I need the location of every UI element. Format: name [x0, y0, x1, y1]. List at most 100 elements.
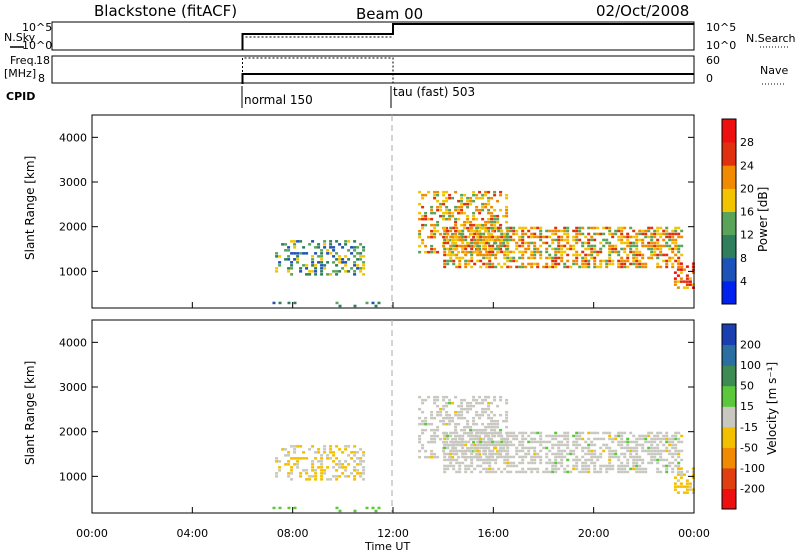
data-cell [479, 443, 483, 447]
data-cell [685, 265, 689, 268]
data-cell [668, 452, 672, 456]
data-cell [572, 229, 576, 233]
data-cell [593, 265, 597, 269]
data-cell [496, 422, 500, 426]
data-cell [463, 202, 467, 206]
data-cell [320, 267, 324, 270]
data-cell [584, 452, 588, 456]
data-cell [449, 461, 453, 465]
data-cell [424, 217, 428, 221]
data-cell [464, 449, 468, 453]
data-cell [487, 190, 491, 194]
data-cell [473, 229, 477, 233]
data-cell [454, 413, 458, 417]
data-cell [461, 455, 465, 459]
nave-line [242, 57, 394, 84]
data-cell [608, 461, 612, 465]
data-cell [421, 193, 425, 197]
data-cell [560, 238, 564, 242]
data-cell [490, 419, 494, 423]
data-cell [673, 476, 677, 479]
data-cell [668, 440, 672, 444]
data-cell [611, 449, 615, 453]
cpid-row: CPID normal 150 tau (fast) 503 [6, 85, 475, 108]
time-x-axis: 00:00 04:00 08:00 12:00 16:00 20:00 00:00 [76, 302, 710, 540]
data-cell [466, 226, 470, 230]
data-cell [499, 190, 503, 194]
data-cell [521, 446, 525, 450]
data-cell [587, 238, 591, 242]
data-cell [457, 199, 461, 203]
data-cell [475, 205, 479, 209]
data-cell [505, 416, 509, 420]
data-cell [353, 445, 357, 448]
data-cell [445, 413, 449, 417]
data-cell [311, 264, 315, 267]
data-cell [296, 252, 300, 255]
data-cell [548, 265, 552, 269]
data-cell [620, 229, 624, 233]
data-cell [278, 301, 282, 305]
data-cell [665, 265, 669, 269]
data-cell [436, 220, 440, 224]
data-cell [353, 249, 357, 252]
data-cell [626, 259, 630, 263]
data-cell [449, 229, 453, 233]
data-cell [545, 461, 549, 465]
data-cell [521, 229, 525, 233]
data-cell [620, 464, 624, 468]
data-cell [587, 226, 591, 230]
data-cell [466, 419, 470, 423]
data-cell [611, 247, 615, 251]
data-cell [650, 461, 654, 465]
data-cell [653, 253, 657, 257]
data-cell [451, 232, 455, 236]
data-cell [638, 262, 642, 266]
data-cell [602, 464, 606, 468]
data-cell [626, 253, 630, 257]
data-cell [635, 437, 639, 441]
data-cell [674, 241, 678, 245]
data-cell [611, 464, 615, 468]
data-cell [466, 205, 470, 209]
data-cell [656, 265, 660, 269]
data-cell [611, 244, 615, 248]
data-cell [347, 270, 351, 273]
data-cell [446, 241, 450, 245]
data-cell [484, 407, 488, 411]
data-cell [488, 232, 492, 236]
data-cell [665, 446, 669, 450]
data-cell [548, 449, 552, 453]
data-cell [466, 241, 470, 245]
data-cell [323, 445, 327, 448]
data-cell [305, 252, 309, 255]
data-cell [626, 265, 630, 269]
data-cell [536, 440, 540, 444]
colorbar-tick-label: 15 [740, 400, 754, 413]
data-cell [487, 196, 491, 200]
data-cell [299, 472, 303, 475]
data-cell [424, 455, 428, 459]
data-cell [460, 413, 464, 417]
data-cell [554, 431, 558, 435]
data-cell [454, 437, 458, 441]
data-cell [656, 238, 660, 242]
x-tick-label: 20:00 [578, 527, 610, 540]
data-cell [491, 253, 495, 257]
data-cell [593, 461, 597, 465]
data-cell [335, 240, 339, 243]
data-cell [593, 256, 597, 260]
data-cell [275, 460, 279, 463]
data-cell [284, 448, 288, 451]
data-cell [593, 226, 597, 230]
data-cell [641, 470, 645, 474]
data-cell [521, 262, 525, 266]
data-cell [515, 229, 519, 233]
data-cell [460, 193, 464, 197]
x-axis-label: Time UT [364, 540, 410, 553]
data-cell [560, 443, 564, 447]
data-cell [353, 454, 357, 457]
data-cell [499, 226, 503, 230]
data-cell [551, 446, 555, 450]
data-cell [487, 208, 491, 212]
